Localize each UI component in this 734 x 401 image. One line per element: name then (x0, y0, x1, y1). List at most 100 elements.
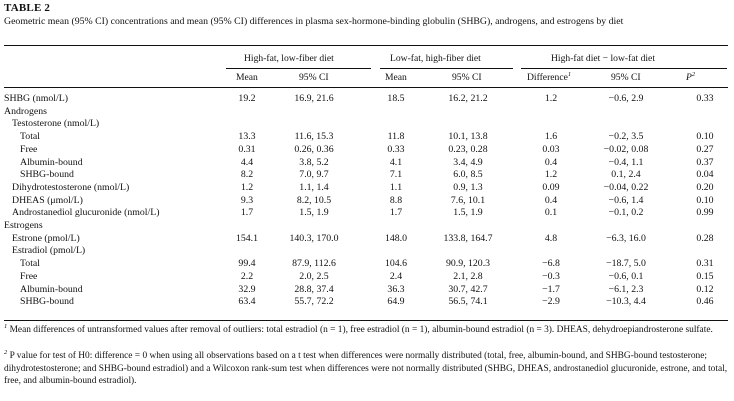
cell-hf-mean: 4.4 (240, 156, 254, 168)
row-label: Estrone (pmol/L) (12, 232, 80, 244)
cell-hf-ci: 140.3, 170.0 (289, 232, 339, 244)
row-label: Free (20, 270, 38, 282)
cell-hf-ci: 1.5, 1.9 (299, 207, 329, 219)
cell-lf-ci: 6.0, 8.5 (453, 169, 483, 181)
cell-diff-ci: −6.3, 16.0 (606, 232, 646, 244)
col-header-diff-ci: 95% CI (611, 72, 641, 83)
cell-lf-ci: 16.2, 21.2 (448, 93, 488, 104)
cell-diff-ci: −0.4, 1.1 (608, 156, 644, 168)
cell-lf-ci: 10.1, 13.8 (448, 131, 488, 143)
cell-lf-mean: 36.3 (387, 283, 405, 295)
cell-hf-mean: 63.4 (238, 296, 256, 308)
cell-lf-ci: 7.6, 10.1 (450, 194, 486, 206)
cell-p: 0.27 (696, 143, 714, 155)
cell-lf-mean: 8.8 (389, 194, 403, 206)
cell-p: 0.12 (696, 283, 714, 295)
cell-hf-mean: 1.2 (240, 181, 254, 193)
cell-hf-ci: 7.0, 9.7 (299, 169, 329, 181)
cell-lf-mean: 104.6 (384, 258, 408, 270)
cell-difference: 4.8 (544, 232, 558, 244)
col-header-lf-ci: 95% CI (452, 72, 482, 83)
cell-lf-ci: 0.23, 0.28 (448, 143, 488, 155)
cell-lf-mean: 148.0 (384, 232, 408, 244)
group-header-low-fat: Low-fat, high-fiber diet (390, 53, 481, 64)
cell-lf-ci: 30.7, 42.7 (448, 283, 488, 295)
cell-diff-ci: −0.1, 0.2 (608, 207, 644, 219)
cell-p: 0.28 (696, 232, 714, 244)
row-label: DHEAS (μmol/L) (12, 194, 83, 206)
cell-hf-mean: 2.2 (240, 270, 254, 282)
cell-hf-ci: 16.9, 21.6 (294, 93, 334, 104)
row-label: SHBG-bound (20, 296, 74, 308)
cell-hf-mean: 19.2 (238, 93, 256, 104)
cell-diff-ci: −0.2, 3.5 (608, 131, 644, 143)
cell-hf-mean: 99.4 (238, 258, 256, 270)
row-label: Free (20, 143, 38, 155)
row-label: Total (20, 258, 40, 270)
cell-hf-ci: 28.8, 37.4 (294, 283, 334, 295)
cell-hf-mean: 0.31 (238, 143, 256, 155)
cell-p: 0.46 (696, 296, 714, 308)
cell-difference: 0.03 (542, 143, 560, 155)
col-header-hf-mean: Mean (236, 72, 258, 83)
group-rule-high-fat (226, 68, 371, 69)
cell-difference: 1.2 (544, 93, 558, 104)
cell-difference: 0.1 (544, 207, 558, 219)
row-label: Albumin-bound (20, 156, 83, 168)
cell-difference: −6.8 (542, 258, 560, 270)
cell-hf-ci: 55.7, 72.2 (294, 296, 334, 308)
cell-lf-mean: 18.5 (387, 93, 405, 104)
cell-diff-ci: −10.3, 4.4 (606, 296, 646, 308)
row-label: Estradiol (pmol/L) (12, 245, 86, 257)
cell-difference: 0.09 (542, 181, 560, 193)
cell-lf-mean: 1.1 (389, 181, 403, 193)
row-label: Dihydrotestosterone (nmol/L) (12, 181, 130, 193)
cell-p: 0.31 (696, 258, 714, 270)
cell-p: 0.10 (696, 131, 714, 143)
cell-diff-ci: −18.7, 5.0 (606, 258, 646, 270)
row-label: SHBG-bound (20, 169, 74, 181)
cell-diff-ci: −6.1, 2.3 (608, 283, 644, 295)
cell-difference: 0.4 (544, 156, 558, 168)
cell-lf-mean: 7.1 (389, 169, 403, 181)
top-rule (4, 45, 728, 46)
cell-lf-mean: 1.7 (389, 207, 403, 219)
cell-hf-mean: 13.3 (238, 131, 256, 143)
row-label: Total (20, 131, 40, 143)
group-rule-diff (521, 68, 727, 69)
cell-hf-mean: 154.1 (235, 232, 259, 244)
cell-difference: −0.3 (542, 270, 560, 282)
group-rule-low-fat (380, 68, 513, 69)
cell-lf-mean: 0.33 (387, 143, 405, 155)
cell-p: 0.15 (696, 270, 714, 282)
cell-difference: −2.9 (542, 296, 560, 308)
cell-difference: 0.4 (544, 194, 558, 206)
header-rule (4, 87, 728, 88)
table-number: TABLE 2 (4, 2, 51, 14)
cell-diff-ci: 0.1, 2.4 (611, 169, 641, 181)
cell-difference: 1.2 (544, 169, 558, 181)
cell-p: 0.37 (696, 156, 714, 168)
cell-diff-ci: −0.6, 0.1 (608, 270, 644, 282)
cell-lf-mean: 11.8 (387, 131, 405, 143)
cell-diff-ci: −0.04, 0.22 (603, 181, 649, 193)
cell-hf-ci: 87.9, 112.6 (292, 258, 336, 270)
group-header-diff: High-fat diet − low-fat diet (551, 53, 655, 64)
cell-p: 0.33 (696, 93, 714, 104)
row-label: SHBG (nmol/L) (4, 93, 68, 104)
cell-hf-ci: 11.6, 15.3 (294, 131, 334, 143)
row-label: Estrogens (4, 220, 43, 231)
cell-lf-ci: 90.9, 120.3 (445, 258, 491, 270)
cell-lf-ci: 2.1, 2.8 (453, 270, 483, 282)
cell-lf-ci: 0.9, 1.3 (453, 181, 483, 193)
cell-lf-ci: 3.4, 4.9 (453, 156, 483, 168)
group-header-high-fat: High-fat, low-fiber diet (244, 53, 334, 64)
row-label: Testosterone (nmol/L) (12, 118, 100, 130)
col-header-hf-ci: 95% CI (299, 72, 329, 83)
row-label: Albumin-bound (20, 283, 83, 295)
table-caption: Geometric mean (95% CI) concentrations a… (4, 16, 624, 27)
cell-lf-ci: 133.8, 164.7 (443, 232, 493, 244)
col-header-p: P2 (686, 70, 696, 83)
cell-hf-ci: 1.1, 1.4 (299, 181, 329, 193)
cell-diff-ci: −0.6, 2.9 (608, 93, 644, 104)
